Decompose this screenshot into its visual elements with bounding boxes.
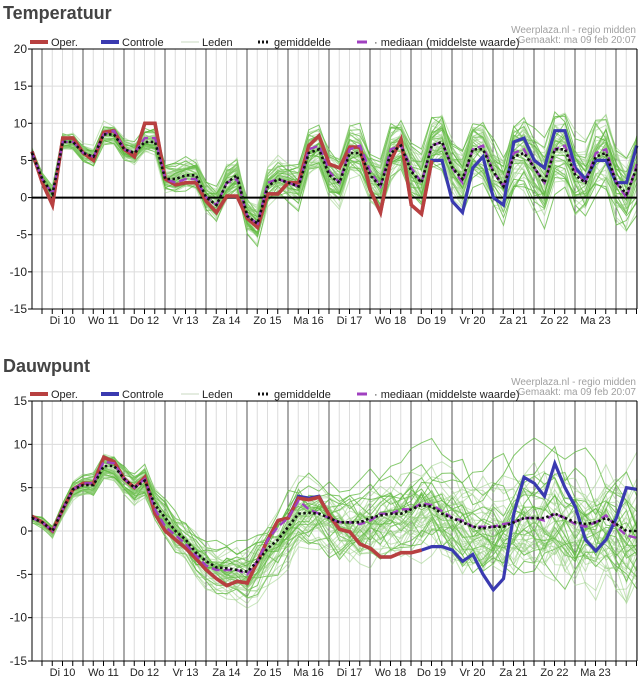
x-tick-label: Do 19 [417, 667, 446, 679]
x-tick-label: Ma 23 [580, 315, 611, 327]
y-tick-label: -10 [10, 611, 28, 625]
x-tick-label: Vr 13 [173, 315, 199, 327]
x-tick-label: Di 17 [337, 667, 363, 679]
ensemble-member-line [31, 465, 638, 589]
credit-text: Weerplaza.nl - regio midden [511, 377, 636, 388]
x-tick-label: Wo 18 [375, 667, 407, 679]
x-tick-label: Ma 23 [580, 667, 611, 679]
ensemble-member-line [31, 473, 638, 577]
x-tick-label: Di 10 [50, 667, 76, 679]
ensemble-member-line [31, 456, 638, 571]
y-tick-label: -5 [16, 567, 27, 581]
legend-label-gemiddelde: gemiddelde [274, 37, 331, 49]
y-tick-label: 10 [14, 116, 28, 130]
series-gemiddelde [31, 464, 637, 574]
x-tick-label: Do 12 [130, 667, 159, 679]
series-mediaan [30, 129, 638, 226]
y-tick-label: 15 [14, 79, 28, 93]
x-tick-label: Wo 11 [88, 315, 119, 327]
x-tick-label: Do 19 [417, 315, 446, 327]
legend-label-controle: Controle [122, 37, 164, 49]
x-tick-label: Di 17 [337, 315, 363, 327]
x-tick-label: Za 21 [499, 667, 527, 679]
credit-text: Weerplaza.nl - regio midden [511, 25, 636, 36]
series-gemiddelde [30, 133, 639, 226]
legend-label-oper: Oper. [51, 389, 78, 401]
x-tick-label: Vr 20 [460, 667, 486, 679]
x-tick-label: Ma 16 [293, 315, 324, 327]
ensemble-member-line [31, 471, 638, 592]
temperature-title: Temperatuur [3, 3, 112, 23]
y-tick-label: 0 [20, 524, 27, 538]
legend-label-mediaan: · mediaan (middelste waarde) [374, 37, 520, 49]
ensemble-member-line [31, 464, 638, 583]
y-tick-label: 5 [20, 153, 27, 167]
legend-label-controle: Controle [122, 389, 164, 401]
x-tick-label: Za 21 [499, 315, 527, 327]
x-tick-label: Wo 18 [375, 315, 407, 327]
x-tick-label: Zo 15 [253, 315, 281, 327]
y-tick-label: -15 [10, 302, 28, 316]
y-tick-label: 0 [20, 191, 27, 205]
ensemble-member-line [31, 458, 638, 568]
y-tick-label: -5 [16, 228, 27, 242]
legend-label-mediaan: · mediaan (middelste waarde) [374, 389, 520, 401]
x-tick-label: Za 14 [212, 315, 240, 327]
legend-label-leden: Leden [202, 389, 233, 401]
ensemble-member-line [31, 445, 638, 571]
dewpoint-panel: Dauwpunt Weerplaza.nl - regio midden Gema… [0, 353, 643, 680]
x-tick-label: Zo 22 [540, 315, 568, 327]
ensemble-member-line [31, 473, 638, 601]
made-timestamp: Gemaakt: ma 09 feb 20:07 [518, 35, 637, 46]
legend: Oper. Controle Leden gemiddelde · mediaan (m… [30, 389, 520, 401]
y-tick-label: 20 [14, 42, 28, 56]
x-tick-label: Ma 16 [293, 667, 324, 679]
made-timestamp: Gemaakt: ma 09 feb 20:07 [518, 387, 637, 398]
y-tick-label: 10 [14, 437, 28, 451]
temperature-panel: Temperatuur Weerplaza.nl - regio midden G… [3, 3, 639, 327]
ensemble-member-line [31, 469, 638, 580]
ensemble-member-line [31, 129, 638, 216]
x-tick-label: Zo 15 [253, 667, 281, 679]
x-tick-label: Za 14 [212, 667, 240, 679]
x-tick-label: Di 10 [50, 315, 76, 327]
y-tick-label: -10 [10, 265, 28, 279]
ensemble-member-line [31, 476, 638, 591]
ensemble-member-line [31, 475, 637, 599]
y-tick-label: 5 [20, 481, 27, 495]
x-tick-label: Do 12 [130, 315, 159, 327]
x-tick-label: Vr 13 [173, 667, 199, 679]
grid [32, 400, 637, 662]
dewpoint-title: Dauwpunt [3, 356, 90, 376]
x-tick-label: Vr 20 [460, 315, 486, 327]
ensemble-member-line [31, 437, 638, 555]
x-tick-label: Zo 22 [540, 667, 568, 679]
y-tick-label: 15 [14, 394, 28, 408]
ensemble-member-line [31, 137, 638, 246]
legend: Oper. Controle Leden gemiddelde · mediaan (m… [30, 37, 520, 49]
legend-label-oper: Oper. [51, 37, 78, 49]
y-tick-label: -15 [10, 654, 28, 668]
legend-label-leden: Leden [202, 37, 233, 49]
x-tick-label: Wo 11 [88, 667, 119, 679]
legend-label-gemiddelde: gemiddelde [274, 389, 331, 401]
